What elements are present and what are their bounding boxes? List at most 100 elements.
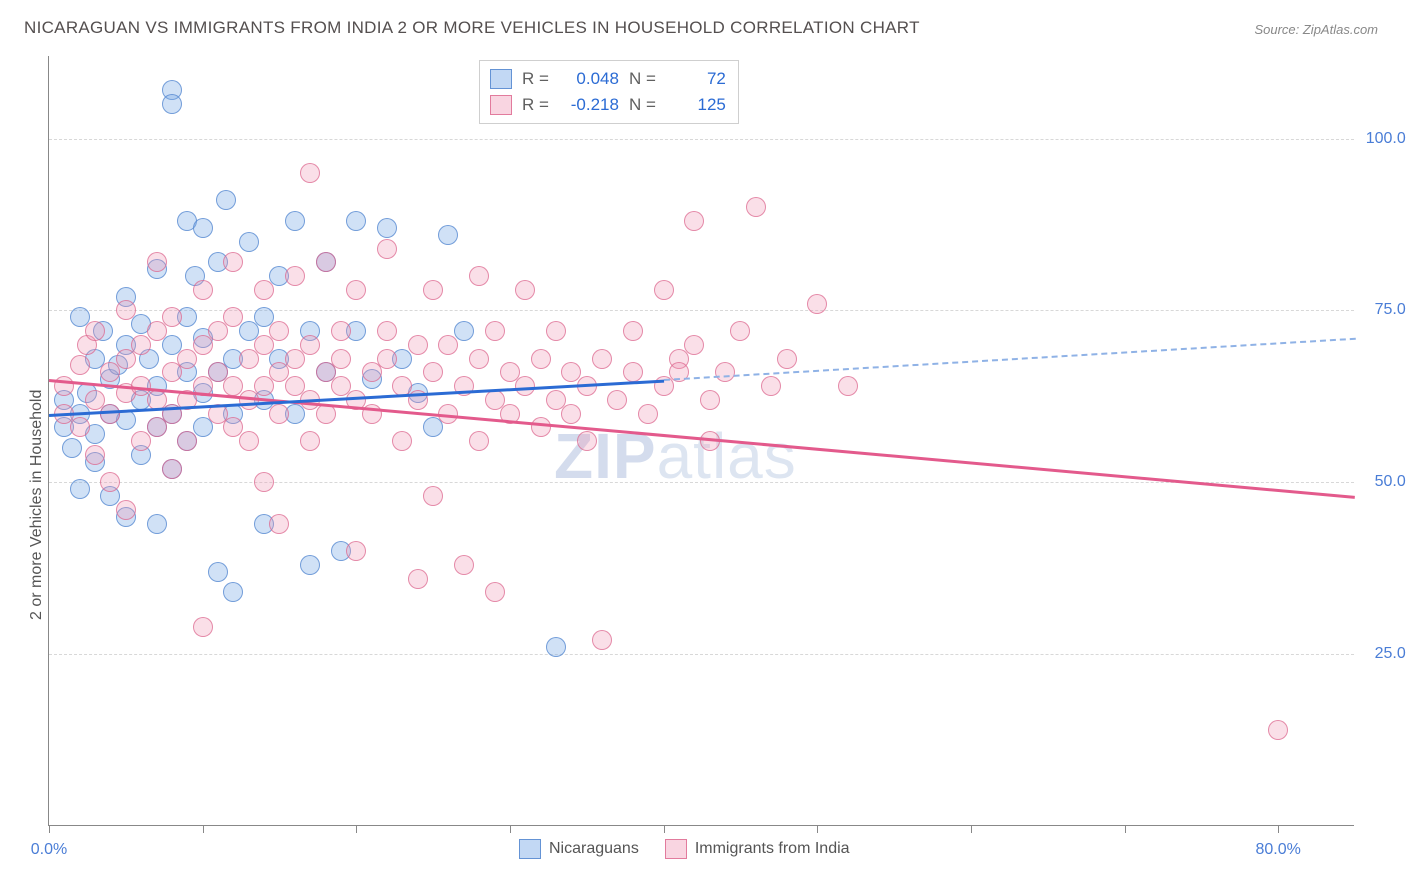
data-point bbox=[654, 280, 674, 300]
data-point bbox=[85, 445, 105, 465]
data-point bbox=[254, 472, 274, 492]
stats-row-1: R = 0.048 N = 72 bbox=[490, 66, 726, 92]
data-point bbox=[193, 617, 213, 637]
data-point bbox=[377, 218, 397, 238]
data-point bbox=[423, 486, 443, 506]
data-point bbox=[300, 163, 320, 183]
data-point bbox=[239, 431, 259, 451]
data-point bbox=[577, 431, 597, 451]
data-point bbox=[546, 321, 566, 341]
data-point bbox=[377, 321, 397, 341]
data-point bbox=[162, 459, 182, 479]
data-point bbox=[177, 431, 197, 451]
data-point bbox=[300, 431, 320, 451]
data-point bbox=[269, 514, 289, 534]
data-point bbox=[193, 218, 213, 238]
legend-item-2: Immigrants from India bbox=[665, 839, 850, 859]
data-point bbox=[70, 417, 90, 437]
data-point bbox=[561, 404, 581, 424]
data-point bbox=[423, 280, 443, 300]
x-tick bbox=[971, 825, 972, 833]
data-point bbox=[377, 239, 397, 259]
chart-title: NICARAGUAN VS IMMIGRANTS FROM INDIA 2 OR… bbox=[24, 18, 920, 38]
data-point bbox=[85, 321, 105, 341]
data-point bbox=[331, 321, 351, 341]
data-point bbox=[746, 197, 766, 217]
data-point bbox=[684, 211, 704, 231]
data-point bbox=[208, 562, 228, 582]
legend-swatch-2 bbox=[665, 839, 687, 859]
stats-box: R = 0.048 N = 72 R = -0.218 N = 125 bbox=[479, 60, 739, 124]
data-point bbox=[485, 582, 505, 602]
data-point bbox=[700, 390, 720, 410]
data-point bbox=[423, 362, 443, 382]
data-point bbox=[730, 321, 750, 341]
data-point bbox=[807, 294, 827, 314]
data-point bbox=[223, 252, 243, 272]
data-point bbox=[300, 335, 320, 355]
data-point bbox=[408, 335, 428, 355]
data-point bbox=[346, 211, 366, 231]
data-point bbox=[269, 321, 289, 341]
data-point bbox=[469, 431, 489, 451]
data-point bbox=[346, 280, 366, 300]
data-point bbox=[147, 252, 167, 272]
data-point bbox=[638, 404, 658, 424]
data-point bbox=[216, 190, 236, 210]
legend-bottom: Nicaraguans Immigrants from India bbox=[519, 839, 850, 859]
n-value-1: 72 bbox=[666, 66, 726, 92]
x-tick bbox=[356, 825, 357, 833]
legend-swatch-1 bbox=[519, 839, 541, 859]
data-point bbox=[346, 541, 366, 561]
data-point bbox=[285, 211, 305, 231]
data-point bbox=[70, 355, 90, 375]
data-point bbox=[100, 472, 120, 492]
data-point bbox=[162, 94, 182, 114]
n-value-2: 125 bbox=[666, 92, 726, 118]
data-point bbox=[116, 500, 136, 520]
data-point bbox=[300, 555, 320, 575]
x-tick bbox=[664, 825, 665, 833]
data-point bbox=[162, 307, 182, 327]
legend-label-2: Immigrants from India bbox=[695, 840, 850, 858]
stats-row-2: R = -0.218 N = 125 bbox=[490, 92, 726, 118]
data-point bbox=[316, 252, 336, 272]
data-point bbox=[607, 390, 627, 410]
data-point bbox=[515, 280, 535, 300]
data-point bbox=[70, 479, 90, 499]
data-point bbox=[531, 417, 551, 437]
y-tick-label: 25.0% bbox=[1375, 645, 1406, 663]
data-point bbox=[469, 349, 489, 369]
data-point bbox=[239, 232, 259, 252]
y-axis-label: 2 or more Vehicles in Household bbox=[28, 390, 46, 620]
r-value-2: -0.218 bbox=[559, 92, 619, 118]
y-tick-label: 100.0% bbox=[1366, 130, 1406, 148]
data-point bbox=[1268, 720, 1288, 740]
x-tick bbox=[49, 825, 50, 833]
source-label: Source: ZipAtlas.com bbox=[1254, 22, 1378, 37]
swatch-series-1 bbox=[490, 69, 512, 89]
watermark-rest: atlas bbox=[657, 420, 797, 492]
legend-item-1: Nicaraguans bbox=[519, 839, 639, 859]
data-point bbox=[331, 349, 351, 369]
x-tick bbox=[1125, 825, 1126, 833]
r-value-1: 0.048 bbox=[559, 66, 619, 92]
x-tick bbox=[817, 825, 818, 833]
data-point bbox=[592, 349, 612, 369]
data-point bbox=[116, 300, 136, 320]
data-point bbox=[223, 307, 243, 327]
r-label: R = bbox=[522, 66, 549, 92]
data-point bbox=[269, 404, 289, 424]
x-tick bbox=[203, 825, 204, 833]
data-point bbox=[761, 376, 781, 396]
legend-label-1: Nicaraguans bbox=[549, 840, 639, 858]
data-point bbox=[377, 349, 397, 369]
data-point bbox=[485, 321, 505, 341]
data-point bbox=[62, 438, 82, 458]
data-point bbox=[254, 280, 274, 300]
gridline-h bbox=[49, 139, 1354, 140]
data-point bbox=[469, 266, 489, 286]
data-point bbox=[623, 321, 643, 341]
data-point bbox=[285, 266, 305, 286]
trend-line bbox=[664, 338, 1356, 381]
